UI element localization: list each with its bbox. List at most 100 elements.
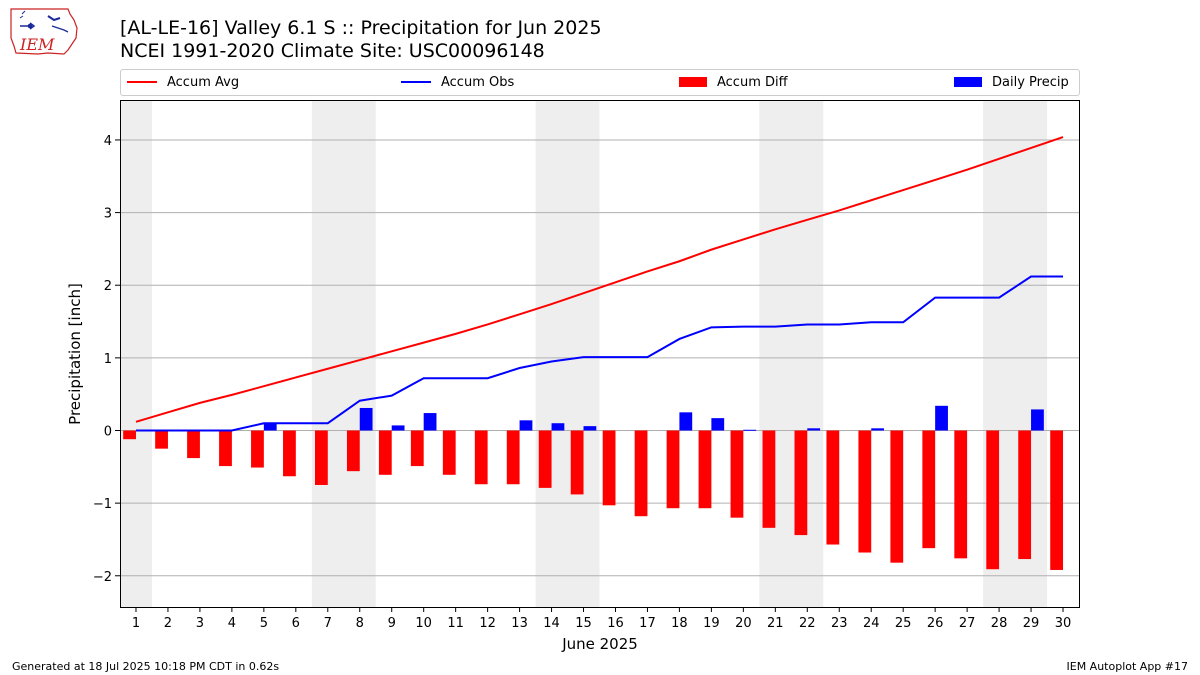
x-tick-label: 14 [543, 616, 560, 631]
legend-item-accum-diff: Accum Diff [679, 74, 788, 90]
iem-logo: IEM [8, 6, 80, 62]
legend-swatch-accum-obs [401, 81, 431, 83]
x-tick-label: 22 [799, 616, 816, 631]
y-tick-label: −2 [93, 570, 112, 585]
x-tick-label: 6 [292, 616, 300, 631]
bar-accum-diff [954, 430, 968, 559]
legend-label-daily-precip: Daily Precip [992, 74, 1069, 90]
bar-daily-precip [935, 405, 948, 431]
x-tick-label: 8 [356, 616, 364, 631]
bar-accum-diff [187, 430, 200, 459]
chart-subtitle: NCEI 1991-2020 Climate Site: USC00096148 [120, 40, 545, 62]
x-tick-label: 28 [991, 616, 1008, 631]
bar-daily-precip [519, 420, 533, 431]
legend-item-accum-obs: Accum Obs [401, 74, 514, 90]
x-tick-label: 29 [1023, 616, 1040, 631]
bar-accum-diff [155, 430, 168, 449]
footer-generated-text: Generated at 18 Jul 2025 10:18 PM CDT in… [12, 660, 280, 673]
legend-swatch-daily-precip [954, 77, 982, 87]
x-tick-label: 7 [324, 616, 332, 631]
x-tick-label: 27 [959, 616, 976, 631]
gridlines [120, 139, 1079, 577]
bar-accum-diff [634, 430, 648, 517]
legend-label-accum-obs: Accum Obs [441, 74, 515, 90]
svg-text:IEM: IEM [19, 35, 55, 54]
x-tick-label: 21 [767, 616, 784, 631]
bar-accum-diff [666, 430, 680, 509]
bar-accum-diff [890, 430, 904, 563]
bar-daily-precip [711, 418, 725, 431]
plot-frame [120, 100, 1080, 608]
bar-accum-diff [442, 430, 456, 475]
weekend-band [759, 100, 824, 607]
line-accum-avg [135, 136, 1064, 423]
bars [123, 405, 1064, 570]
bar-accum-diff [538, 430, 552, 488]
bar-accum-diff [378, 430, 392, 475]
bar-accum-diff [698, 430, 712, 509]
x-tick-label: 11 [447, 616, 464, 631]
x-tick-label: 1 [132, 616, 140, 631]
bar-accum-diff [794, 430, 808, 536]
bar-accum-diff [762, 430, 776, 528]
bar-accum-diff [474, 430, 488, 485]
bar-daily-precip [391, 425, 405, 431]
bar-daily-precip [1031, 409, 1044, 431]
bar-accum-diff [251, 430, 264, 468]
legend-item-daily-precip: Daily Precip [954, 74, 1069, 90]
bar-accum-diff [986, 430, 1000, 570]
legend-label-accum-diff: Accum Diff [717, 74, 788, 90]
y-tick-label: 4 [104, 134, 112, 149]
x-tick-label: 3 [196, 616, 204, 631]
x-tick-label: 26 [927, 616, 944, 631]
x-tick-label: 18 [671, 616, 688, 631]
bar-daily-precip [551, 423, 565, 431]
chart-title: [AL-LE-16] Valley 6.1 S :: Precipitation… [120, 17, 602, 39]
footer-app-label: IEM Autoplot App #17 [1066, 660, 1189, 673]
x-tick-label: 30 [1055, 616, 1072, 631]
bar-accum-diff [858, 430, 872, 553]
weekend-band [311, 100, 376, 607]
y-tick-label: 0 [104, 424, 112, 439]
y-tick-label: 2 [104, 279, 112, 294]
bar-accum-diff [602, 430, 616, 506]
bar-daily-precip [871, 428, 885, 431]
line-accum-obs [135, 275, 1064, 432]
legend-item-accum-avg: Accum Avg [127, 74, 239, 90]
bar-accum-diff [410, 430, 424, 467]
bar-accum-diff [922, 430, 936, 549]
y-tick-label: −1 [93, 497, 112, 512]
x-tick-label: 9 [388, 616, 396, 631]
bar-accum-diff [219, 430, 232, 467]
x-tick-label: 4 [228, 616, 236, 631]
y-axis-ticks: −2 −1 0 1 2 3 4 [93, 134, 120, 585]
bar-accum-diff [1050, 430, 1064, 570]
x-tick-label: 17 [639, 616, 656, 631]
bar-daily-precip [679, 412, 693, 431]
lines [135, 136, 1064, 432]
bar-daily-precip [807, 428, 821, 431]
y-axis-label: Precipitation [inch] [66, 283, 84, 425]
x-tick-label: 16 [607, 616, 624, 631]
legend: Accum Avg Accum Obs Accum Diff Daily Pre… [120, 69, 1080, 96]
bar-accum-diff [283, 430, 296, 477]
legend-label-accum-avg: Accum Avg [167, 74, 240, 90]
bar-accum-diff [1018, 430, 1032, 560]
x-tick-label: 15 [575, 616, 592, 631]
bar-accum-diff [314, 430, 328, 485]
weekend-band [535, 100, 600, 607]
bar-accum-diff [826, 430, 840, 545]
bar-accum-diff [730, 430, 744, 518]
legend-swatch-accum-avg [127, 81, 157, 83]
bar-daily-precip [743, 429, 757, 431]
bar-accum-diff [570, 430, 584, 495]
bar-daily-precip [359, 407, 373, 431]
x-tick-label: 13 [511, 616, 528, 631]
x-axis-label: June 2025 [561, 635, 638, 653]
weekend-band [120, 100, 152, 607]
bar-accum-diff [123, 430, 136, 440]
bar-daily-precip [423, 413, 437, 431]
bar-accum-diff [346, 430, 360, 472]
x-tick-label: 5 [260, 616, 268, 631]
